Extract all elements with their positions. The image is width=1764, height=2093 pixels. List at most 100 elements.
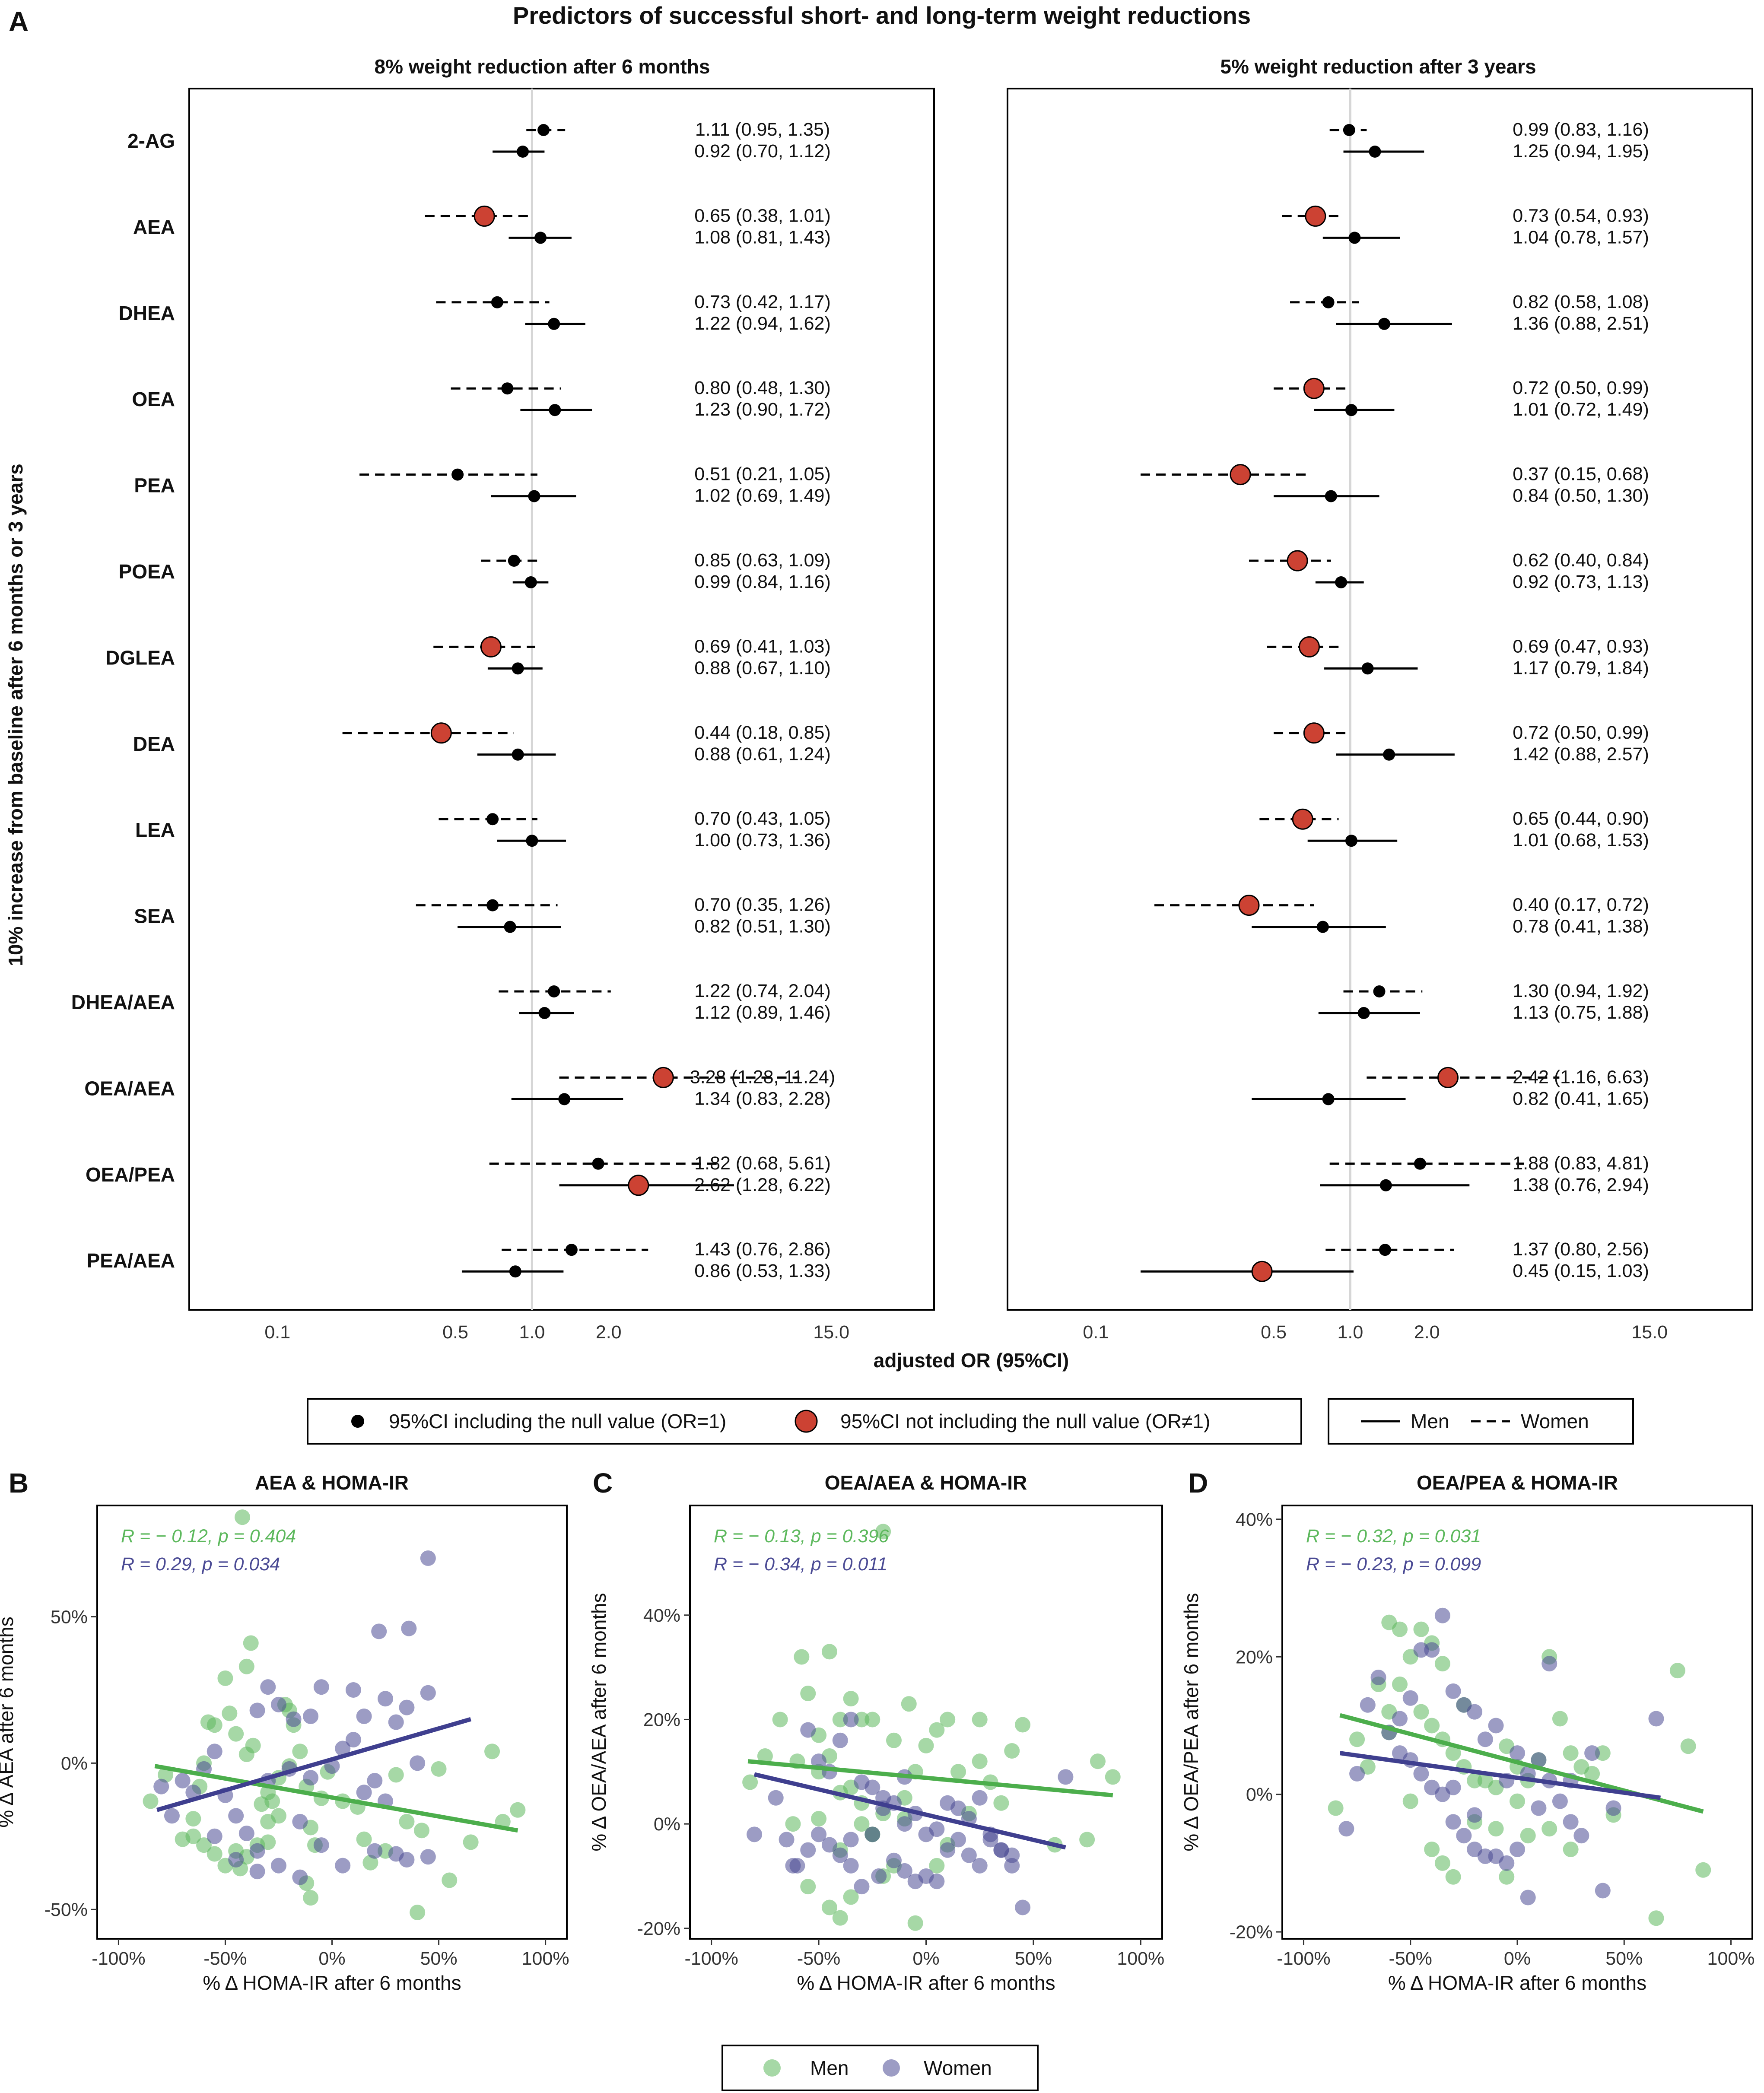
scatter-point-women <box>401 1620 417 1636</box>
or-point-men <box>538 1007 551 1019</box>
or-ci-text-men: 0.78 (0.41, 1.38) <box>1513 916 1649 937</box>
scatter-point-women <box>854 1879 870 1895</box>
scatter-point-men <box>200 1714 216 1730</box>
scatter-point-men <box>362 1855 378 1871</box>
scatter-point-women <box>779 1832 795 1848</box>
correlation-stat-women: R = − 0.23, p = 0.099 <box>1306 1554 1481 1575</box>
scatter-point-men <box>886 1732 902 1748</box>
x-tick-label: 0.1 <box>1083 1322 1109 1343</box>
or-ci-text-women: 1.22 (0.74, 2.04) <box>694 981 831 1001</box>
x-tick-label: 1.0 <box>1337 1322 1363 1343</box>
or-point-men <box>1322 1093 1335 1105</box>
or-point-women <box>1322 296 1335 308</box>
scatter-point-women <box>1477 1848 1493 1864</box>
or-point-women-significant <box>1230 464 1251 486</box>
scatter-point-men <box>292 1744 308 1760</box>
scatter-y-axis-label: % Δ OEA/AEA after 6 months <box>588 1593 610 1851</box>
y-tick-label: 0% <box>1246 1785 1273 1805</box>
x-tick-label: 100% <box>1707 1948 1755 1969</box>
scatter-point-men <box>260 1834 276 1850</box>
x-tick-label: 50% <box>1015 1948 1052 1969</box>
scatter-point-women <box>1058 1769 1074 1785</box>
scatter-point-men <box>1434 1656 1450 1672</box>
scatter-point-women <box>260 1679 276 1695</box>
scatter-point-men <box>929 1858 945 1874</box>
scatter-point-women <box>1370 1670 1386 1686</box>
or-point-women-significant <box>1298 636 1320 657</box>
or-point-women-significant <box>1303 722 1325 744</box>
or-ci-text-women: 0.85 (0.63, 1.09) <box>694 550 831 571</box>
scatter-point-men <box>907 1915 923 1931</box>
or-point-men-significant <box>1251 1261 1273 1282</box>
scatter-x-axis-label: % Δ HOMA-IR after 6 months <box>797 1972 1055 1994</box>
scatter-point-men <box>832 1712 848 1728</box>
or-ci-text-women: 3.28 (1.28, 11.24) <box>690 1067 835 1087</box>
or-ci-text-women: 0.37 (0.15, 0.68) <box>1513 464 1649 485</box>
scatter-point-men <box>800 1879 816 1895</box>
forest-row-label: PEA/AEA <box>87 1249 175 1272</box>
x-tick-label: 2.0 <box>596 1322 622 1343</box>
scatter-point-men <box>1079 1832 1095 1848</box>
scatter-point-men <box>410 1905 426 1921</box>
scatter-point-men <box>929 1722 945 1738</box>
scatter-point-women <box>972 1858 988 1874</box>
scatter-point-women <box>228 1852 244 1868</box>
scatter-point-women <box>821 1837 837 1853</box>
or-ci-text-women: 0.51 (0.21, 1.05) <box>694 464 831 485</box>
y-tick-label: 20% <box>643 1709 680 1730</box>
x-tick-label: 15.0 <box>1631 1322 1668 1343</box>
scatter-point-men <box>414 1823 430 1839</box>
x-tick-label: 50% <box>420 1948 458 1969</box>
correlation-stat-women: R = 0.29, p = 0.034 <box>121 1554 280 1575</box>
or-ci-text-women: 0.72 (0.50, 0.99) <box>1513 378 1649 398</box>
scatter-point-men <box>510 1802 526 1818</box>
scatter-point-women <box>270 1696 286 1712</box>
scatter-point-women <box>832 1732 848 1748</box>
scatter-point-men <box>207 1846 222 1862</box>
scatter-point-men <box>399 1814 415 1829</box>
or-ci-text-men: 0.82 (0.51, 1.30) <box>694 916 831 937</box>
or-ci-text-women: 1.37 (0.80, 2.56) <box>1513 1239 1649 1260</box>
or-point-men <box>1335 576 1348 588</box>
scatter-point-men <box>1413 1621 1429 1637</box>
scatter-point-men <box>1467 1772 1483 1788</box>
or-point-men <box>1379 1179 1392 1191</box>
scatter-point-men <box>854 1712 870 1728</box>
scatter-point-men <box>1413 1704 1429 1720</box>
scatter-point-women <box>1004 1847 1020 1863</box>
y-tick-label: 0% <box>654 1814 680 1835</box>
or-point-women-significant <box>1292 808 1313 830</box>
or-point-women <box>451 468 464 481</box>
or-ci-text-women: 0.73 (0.42, 1.17) <box>694 292 831 312</box>
scatter-point-women <box>940 1842 956 1858</box>
or-point-men <box>509 1265 521 1278</box>
or-ci-text-men: 1.01 (0.72, 1.49) <box>1513 399 1649 420</box>
or-ci-text-women: 0.62 (0.40, 0.84) <box>1513 550 1649 571</box>
scatter-point-women <box>865 1779 880 1795</box>
or-ci-text-women: 0.65 (0.44, 0.90) <box>1513 808 1649 829</box>
or-point-women <box>486 813 499 826</box>
or-point-women-significant <box>652 1067 674 1088</box>
x-tick-label: 100% <box>1117 1948 1164 1969</box>
regression-line-men <box>154 1764 518 1833</box>
scatter-point-women <box>303 1770 319 1786</box>
scatter-point-men <box>1424 1842 1440 1858</box>
scatter-point-men <box>1595 1745 1611 1761</box>
scatter-point-women <box>1413 1642 1429 1658</box>
scatter-point-women <box>768 1790 784 1806</box>
scatter-point-women <box>785 1858 801 1874</box>
legend-label-including: 95%CI including the null value (OR=1) <box>389 1410 726 1432</box>
scatter-point-women <box>832 1847 848 1863</box>
scatter-point-men <box>1004 1743 1020 1759</box>
x-tick-label: -50% <box>797 1948 840 1969</box>
or-point-men-significant <box>628 1175 649 1196</box>
or-ci-text-women: 0.40 (0.17, 0.72) <box>1513 895 1649 915</box>
or-ci-text-men: 0.82 (0.41, 1.65) <box>1513 1088 1649 1109</box>
scatter-point-men <box>757 1748 773 1764</box>
or-point-men <box>548 318 560 330</box>
scatter-aea-homa: AEA & HOMA-IR -100% -50% 0% 50% 100% -50% 0% 50%… <box>0 1471 569 1994</box>
or-ci-text-women: 0.44 (0.18, 0.85) <box>694 722 831 743</box>
or-point-men <box>512 662 524 675</box>
legend-marker-including <box>351 1415 364 1428</box>
scatter-point-men <box>185 1828 201 1844</box>
